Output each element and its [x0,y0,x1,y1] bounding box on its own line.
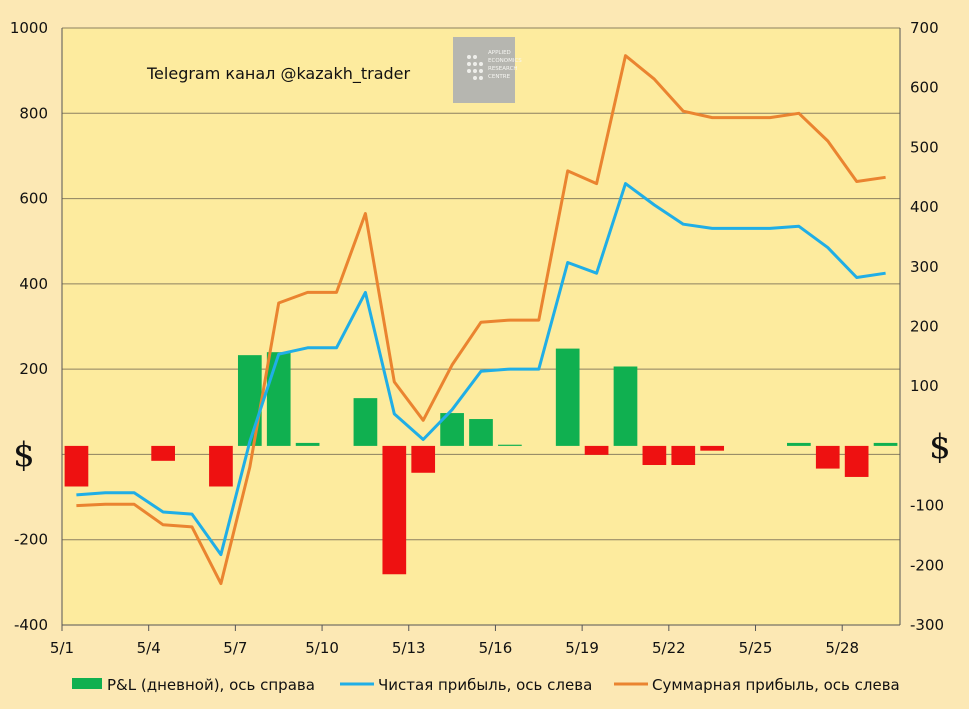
legend: P&L (дневной), ось справа Чистая прибыль… [72,676,900,694]
left-tick-label: 200 [19,360,48,378]
pnl-bar [266,352,291,446]
pnl-bar [237,355,262,446]
right-tick-label: 100 [910,377,939,395]
x-tick-label: 5/4 [137,639,161,657]
pnl-bar [613,366,638,446]
right-tick-label: 200 [910,318,939,336]
legend-label-cumulative-profit: Суммарная прибыль, ось слева [652,676,900,694]
left-tick-label: 600 [19,190,48,208]
watermark-text: Telegram канал @kazakh_trader [146,64,411,84]
legend-label-pnl: P&L (дневной), ось справа [107,676,315,694]
pnl-bar [555,348,580,446]
right-tick-label: 700 [910,19,939,37]
left-tick-label: -400 [14,616,48,634]
right-tick-label: -200 [910,556,944,574]
legend-swatch-pnl [72,678,102,689]
svg-text:ECONOMICS: ECONOMICS [488,58,522,64]
axes: -400 -200 200 400 600 800 1000 -300 -200 -100 100 2… [10,19,944,657]
pnl-bar [64,445,89,487]
net-profit-line [76,182,886,557]
pnl-bar [382,445,407,575]
pnl-bar [787,442,811,446]
pnl-bar [584,445,609,455]
right-currency-symbol: $ [929,427,951,467]
right-tick-label: 400 [910,198,939,216]
research-centre-logo: APPLIED ECONOMICS RESEARCH CENTRE [453,37,522,103]
pnl-bar [353,398,378,446]
x-tick-label: 5/19 [565,639,599,657]
profit-lines [76,54,886,586]
left-tick-label: 800 [19,104,48,122]
x-tick-label: 5/16 [479,639,513,657]
cumulative-profit-line [76,54,886,586]
pnl-bar [209,445,233,487]
x-tick-label: 5/13 [392,639,426,657]
pnl-bar [295,442,320,446]
x-tick-label: 5/22 [652,639,686,657]
pnl-bar [151,445,175,461]
x-tick-label: 5/28 [825,639,859,657]
legend-label-net-profit: Чистая прибыль, ось слева [378,676,592,694]
left-tick-label: -200 [14,531,48,549]
x-tick-label: 5/25 [739,639,773,657]
right-tick-label: -100 [910,497,944,515]
pnl-bar [700,445,725,451]
pnl-bar [411,445,436,473]
x-tick-label: 5/7 [223,639,247,657]
pnl-bar [815,445,840,469]
pnl-bar [844,445,869,477]
right-tick-label: 500 [910,138,939,156]
left-tick-label: 400 [19,275,48,293]
x-tick-label: 5/10 [305,639,339,657]
right-tick-label: 300 [910,258,939,276]
left-currency-symbol: $ [13,435,35,475]
svg-text:APPLIED: APPLIED [488,50,511,56]
pnl-bar [440,413,464,446]
pnl-bar [873,442,898,446]
svg-text:CENTRE: CENTRE [488,74,511,80]
pnl-bar [469,419,493,446]
pnl-bar [498,444,522,446]
pnl-bar [671,445,696,466]
svg-text:RESEARCH: RESEARCH [488,66,518,72]
right-tick-label: -300 [910,616,944,634]
x-tick-label: 5/1 [50,639,74,657]
left-tick-label: 1000 [10,19,48,37]
right-tick-label: 600 [910,79,939,97]
pnl-bar [642,445,667,466]
